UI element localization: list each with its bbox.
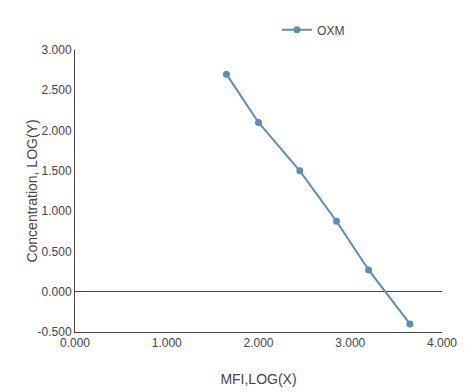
svg-text:2.500: 2.500 <box>42 83 72 97</box>
svg-text:-0.500: -0.500 <box>38 325 72 339</box>
svg-text:OXM: OXM <box>317 24 344 38</box>
svg-text:MFI,LOG(X): MFI,LOG(X) <box>220 371 296 387</box>
svg-text:2.000: 2.000 <box>243 336 273 350</box>
svg-text:Concentration, LOG(Y): Concentration, LOG(Y) <box>24 119 40 262</box>
svg-text:1.000: 1.000 <box>152 336 182 350</box>
svg-text:0.500: 0.500 <box>42 245 72 259</box>
svg-text:1.000: 1.000 <box>42 204 72 218</box>
svg-text:3.000: 3.000 <box>335 336 365 350</box>
svg-text:0.000: 0.000 <box>60 336 90 350</box>
svg-text:0.000: 0.000 <box>42 285 72 299</box>
svg-text:2.000: 2.000 <box>42 124 72 138</box>
svg-text:1.500: 1.500 <box>42 164 72 178</box>
svg-text:3.000: 3.000 <box>42 43 72 57</box>
svg-text:4.000: 4.000 <box>427 336 457 350</box>
